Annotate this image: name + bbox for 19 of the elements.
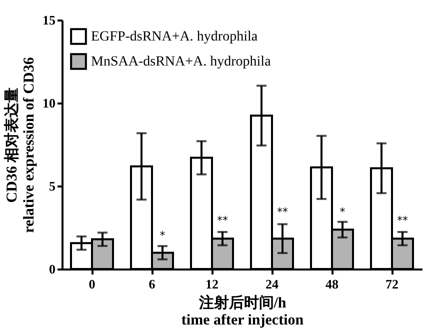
annotation: * <box>160 228 166 242</box>
x-tick-label: 72 <box>386 276 398 292</box>
x-tick-label: 12 <box>206 276 218 292</box>
x-tick-label: 24 <box>266 276 279 292</box>
x-tick-label: 0 <box>88 276 96 292</box>
y-axis-title: CD36 相对表达量 relative expression of CD36 <box>4 56 38 233</box>
y-tick-label: 10 <box>42 96 56 110</box>
x-axis-title: 注射后时间/h time after injection <box>181 294 304 328</box>
y-tick-label: 15 <box>42 12 56 28</box>
annotation: ** <box>397 214 408 227</box>
annotation: * <box>340 206 346 219</box>
x-tick-label: 48 <box>326 276 339 292</box>
legend-label: EGFP-dsRNA+A. hydrophila <box>91 30 258 44</box>
legend-label: MnSAA-dsRNA+A. hydrophila <box>91 54 272 70</box>
x-tick-label: 6 <box>148 276 156 292</box>
annotation: ** <box>217 214 228 227</box>
y-tick-label: 0 <box>49 262 56 276</box>
annotation: ** <box>277 206 288 219</box>
y-tick-label: 5 <box>49 178 56 194</box>
